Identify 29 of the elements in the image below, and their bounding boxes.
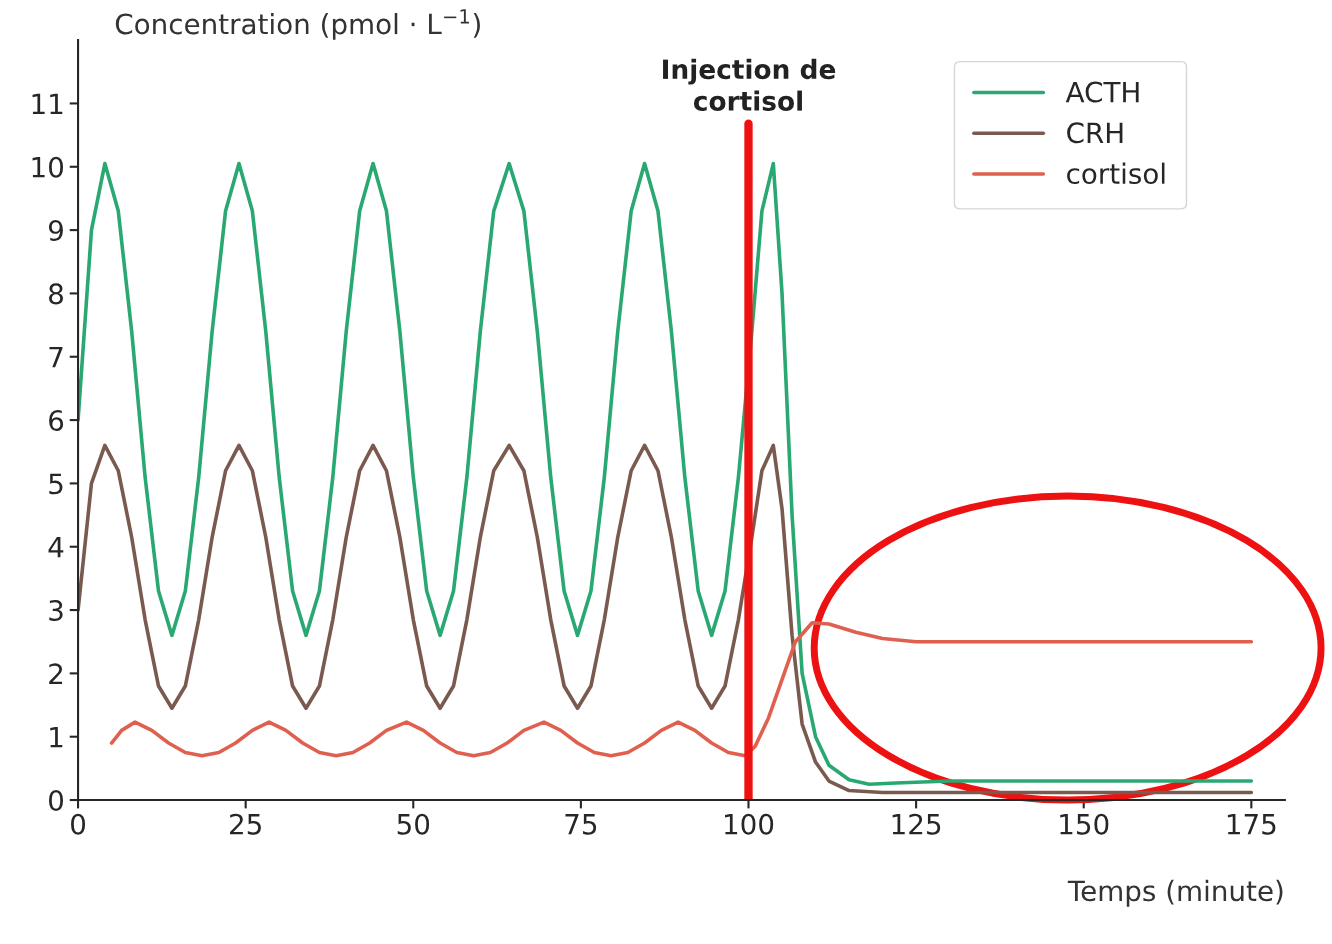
y-tick-label: 10 (32, 156, 64, 178)
y-tick-label: 9 (48, 220, 63, 242)
x-tick-label: 125 (892, 813, 941, 835)
y-tick-label: 1 (50, 727, 63, 748)
x-axis-title: Temps (minute) (1067, 879, 1283, 907)
line-series (78, 161, 1254, 787)
x-tick-label: 150 (1060, 813, 1109, 835)
legend-label: cortisol (1067, 162, 1165, 185)
line-series (109, 620, 1254, 758)
y-tick-label: 8 (49, 283, 63, 305)
x-tick-label: 100 (725, 813, 774, 835)
x-tick-label: 25 (230, 813, 261, 835)
y-tick-label: 2 (49, 663, 63, 684)
line-series (78, 443, 1254, 795)
ref-line-label: Injection de cortisol (663, 58, 836, 111)
y-tick-label: 5 (49, 473, 63, 495)
legend-label: CRH (1067, 122, 1123, 144)
y-tick-label: 4 (48, 537, 64, 558)
x-tick-label: 175 (1227, 814, 1276, 835)
y-tick-label: 0 (49, 789, 64, 811)
y-tick-label: 6 (49, 410, 64, 432)
legend-label: ACTH (1065, 81, 1139, 103)
y-tick-label: 7 (49, 347, 63, 368)
x-tick-label: 75 (565, 814, 597, 835)
y-tick-label: 3 (49, 600, 63, 622)
y-axis-title: Concentration (pmol · L$^{−1}$) (115, 9, 480, 40)
y-tick-label: 11 (32, 93, 63, 114)
x-tick-label: 0 (71, 813, 86, 835)
x-tick-label: 50 (397, 813, 430, 835)
